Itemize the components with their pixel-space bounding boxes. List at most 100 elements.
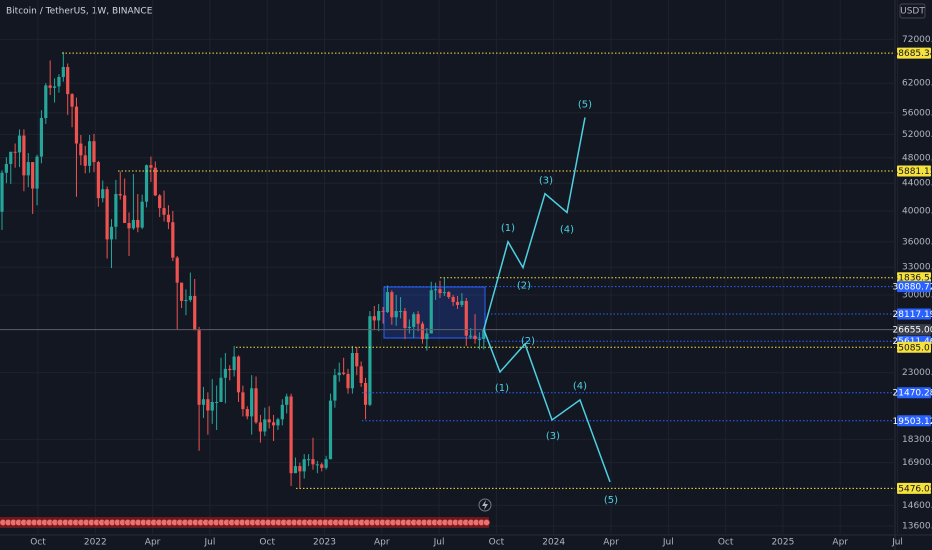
candle-body: [39, 118, 44, 157]
candle-body: [57, 77, 61, 87]
candle-body: [92, 141, 96, 163]
candle-body: [315, 464, 319, 466]
y-tick-label: 14600.00: [902, 501, 932, 511]
candle-body: [451, 296, 455, 302]
candle-body: [179, 282, 184, 301]
level-label: 25085.01: [893, 343, 932, 353]
candle-body: [22, 135, 26, 176]
x-tick-label: Oct: [30, 538, 46, 548]
y-tick-label: 13600.00: [902, 522, 932, 532]
x-tick-label: Apr: [832, 538, 848, 548]
range-box: [383, 286, 486, 339]
candle-body: [44, 85, 48, 119]
level-label: 68685.34: [893, 49, 932, 59]
candle-body: [328, 400, 333, 460]
candle-body: [416, 314, 420, 324]
candle-body: [473, 335, 477, 340]
candle-body: [407, 326, 411, 328]
level-label-box: [897, 272, 931, 284]
candle-body: [0, 172, 4, 212]
y-tick-label: 56000.00: [902, 108, 932, 118]
currency-box: [899, 3, 926, 19]
x-tick-label: Apr: [603, 538, 619, 548]
candle-body: [271, 422, 276, 426]
candle-body: [254, 388, 258, 423]
candle-body: [114, 194, 118, 227]
candle-body: [232, 356, 236, 371]
candle-body: [61, 67, 65, 78]
candle-body: [460, 300, 464, 305]
candle-body: [442, 292, 446, 294]
candle-body: [324, 459, 328, 468]
candle-body: [228, 368, 232, 371]
candle-body: [109, 226, 114, 240]
candle-body: [162, 208, 166, 215]
candle-body: [241, 392, 245, 410]
candle-body: [333, 375, 337, 401]
y-tick-label: 16900.00: [902, 458, 932, 468]
wave-line: [483, 117, 586, 330]
candle-body: [136, 219, 140, 228]
candle-body: [477, 339, 482, 341]
wave-label: (5): [604, 495, 618, 506]
y-tick-label: 33000.00: [902, 263, 932, 273]
candle-body: [118, 194, 122, 196]
candle-body: [359, 366, 363, 383]
candle-body: [482, 329, 486, 340]
candle-body: [337, 372, 341, 376]
candle-body: [398, 311, 403, 313]
candle-body: [149, 165, 153, 168]
candle-body: [429, 290, 433, 334]
candle-body: [447, 292, 451, 297]
candle-body: [153, 167, 157, 196]
x-tick-label: 2023: [313, 538, 336, 548]
candle-body: [88, 141, 92, 166]
candle-body: [464, 300, 468, 336]
candle-body: [372, 316, 376, 321]
event-markers: [0, 517, 491, 528]
candle-body: [245, 409, 249, 417]
x-tick-label: 2024: [542, 538, 565, 548]
event-marker: [483, 518, 491, 526]
wave-label: (4): [560, 225, 574, 236]
candle-body: [276, 419, 280, 426]
x-tick-label: Jul: [662, 538, 674, 548]
x-tick-label: Oct: [718, 538, 734, 548]
y-tick-label: 48000.00: [902, 153, 932, 163]
candle-body: [263, 419, 267, 432]
candle-body: [280, 404, 284, 420]
candle-body: [96, 162, 100, 199]
candle-body: [302, 459, 306, 472]
x-tick-label: Oct: [489, 538, 505, 548]
y-tick-label: 18300.00: [902, 435, 932, 445]
candle-body: [377, 311, 381, 321]
candle-body: [175, 257, 179, 283]
level-label-box: [897, 341, 931, 353]
y-tick-label: 40000.00: [902, 207, 932, 217]
candle-body: [250, 388, 254, 417]
level-label-box: [897, 387, 931, 399]
candle-body: [66, 67, 70, 95]
level-label: 15476.05: [893, 484, 932, 494]
candle-body: [368, 316, 372, 405]
level-label-box: [897, 308, 931, 320]
candle-body: [346, 373, 350, 389]
y-tick-label: 72000.00: [902, 35, 932, 45]
candle-body: [381, 311, 385, 313]
level-label: 31836.54: [893, 274, 932, 284]
wave-label: (3): [546, 431, 560, 442]
candle-body: [258, 422, 263, 432]
candle-body: [420, 323, 425, 340]
candle-body: [289, 396, 293, 474]
candle-body: [206, 399, 210, 411]
candle-body: [193, 296, 197, 331]
x-tick-label: Jul: [891, 538, 903, 548]
level-label-box: [897, 281, 931, 293]
level-label-box: [897, 165, 931, 177]
candle-body: [223, 368, 227, 378]
wave-label: (2): [521, 336, 535, 347]
candle-body: [307, 459, 311, 461]
candle-body: [127, 222, 131, 229]
candle-body: [79, 143, 83, 156]
